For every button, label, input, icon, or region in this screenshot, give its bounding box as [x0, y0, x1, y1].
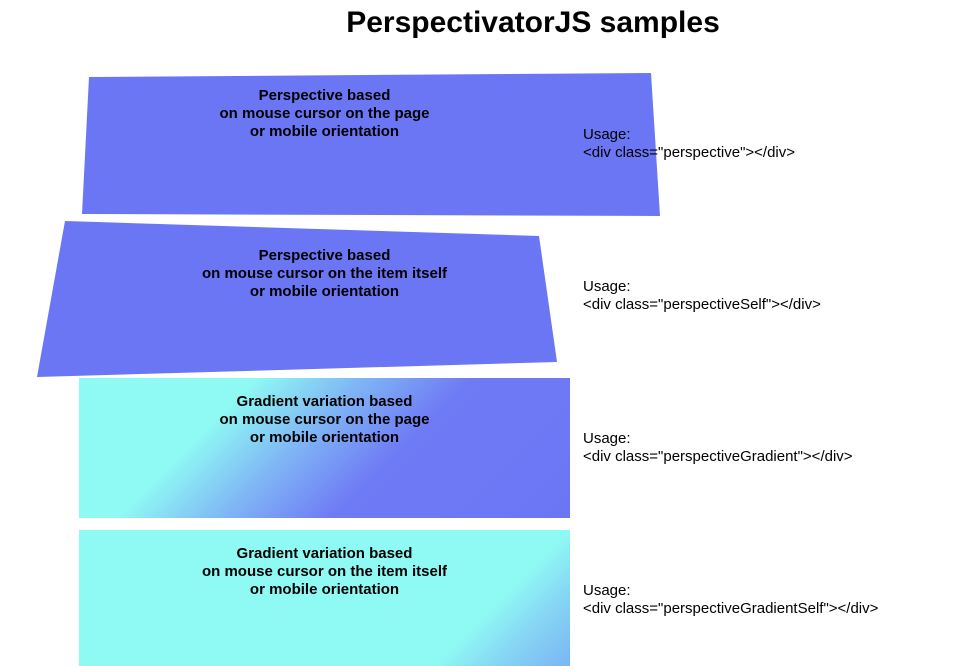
- perspective-sample-box[interactable]: Perspective based on mouse cursor on the…: [79, 72, 660, 216]
- perspective-gradient-self-usage: Usage: <div class="perspectiveGradientSe…: [583, 582, 878, 618]
- sample-text-line: Gradient variation based: [236, 393, 413, 410]
- gradient-fill: [79, 378, 570, 518]
- perspective-self-sample-box[interactable]: Perspective based on mouse cursor on the…: [37, 221, 570, 377]
- sample-text-line: or mobile orientation: [249, 123, 400, 140]
- perspective-sample-text: Perspective based on mouse cursor on the…: [79, 87, 570, 141]
- usage-label: Usage:: [583, 430, 631, 447]
- perspective-gradient-self-sample-text: Gradient variation based on mouse cursor…: [79, 545, 570, 599]
- perspective-gradient-usage: Usage: <div class="perspectiveGradient">…: [583, 430, 853, 466]
- sample-text-line: Gradient variation based: [236, 545, 413, 562]
- sample-text-line: or mobile orientation: [249, 429, 400, 446]
- page-title: PerspectivatorJS samples: [346, 6, 720, 39]
- sample-text-line: Perspective based: [258, 247, 391, 264]
- sample-text-line: or mobile orientation: [249, 581, 400, 598]
- gradient-fill: [79, 530, 570, 666]
- perspective-shape: [82, 73, 660, 216]
- usage-label: Usage:: [583, 582, 631, 599]
- sample-text-line: Perspective based: [258, 87, 391, 104]
- sample-text-line: or mobile orientation: [249, 283, 400, 300]
- usage-code: <div class="perspective"></div>: [583, 144, 796, 161]
- usage-label: Usage:: [583, 126, 631, 143]
- perspective-gradient-self-sample-box[interactable]: Gradient variation based on mouse cursor…: [79, 530, 570, 666]
- perspective-self-shape: [37, 221, 557, 377]
- sample-text-line: on mouse cursor on the item itself: [201, 265, 448, 282]
- perspective-gradient-sample-text: Gradient variation based on mouse cursor…: [79, 393, 570, 447]
- perspective-self-sample-text: Perspective based on mouse cursor on the…: [79, 247, 570, 301]
- sample-text-line: on mouse cursor on the item itself: [201, 563, 448, 580]
- sample-text-line: on mouse cursor on the page: [219, 105, 430, 122]
- perspective-usage: Usage: <div class="perspective"></div>: [583, 126, 795, 162]
- usage-code: <div class="perspectiveGradient"></div>: [583, 448, 853, 465]
- usage-code: <div class="perspectiveSelf"></div>: [583, 296, 821, 313]
- usage-label: Usage:: [583, 278, 631, 295]
- sample-text-line: on mouse cursor on the page: [219, 411, 430, 428]
- usage-code: <div class="perspectiveGradientSelf"></d…: [583, 600, 879, 617]
- perspective-gradient-sample-box[interactable]: Gradient variation based on mouse cursor…: [79, 378, 570, 518]
- perspective-self-usage: Usage: <div class="perspectiveSelf"></di…: [583, 278, 821, 314]
